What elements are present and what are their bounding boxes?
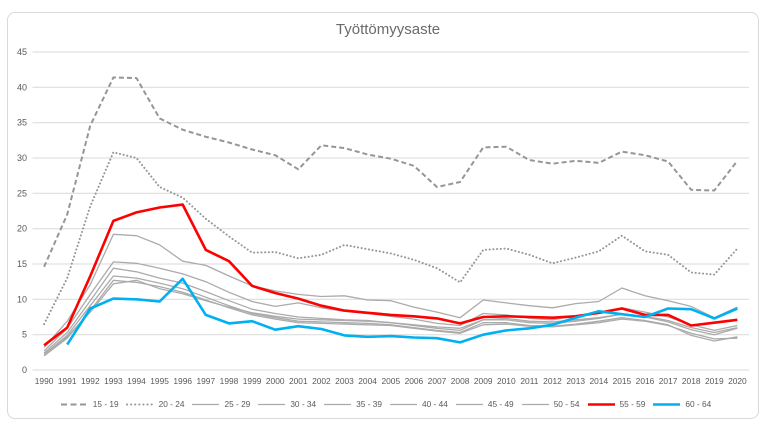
legend-label: 40 - 44 bbox=[422, 399, 448, 409]
y-axis-label-30: 30 bbox=[17, 153, 27, 163]
legend-item-20-24[interactable]: 20 - 24 bbox=[125, 399, 185, 409]
y-axis-label-5: 5 bbox=[22, 330, 27, 340]
series-line-40-44[interactable] bbox=[43, 275, 738, 356]
legend-label: 60 - 64 bbox=[685, 399, 712, 409]
x-axis-label-1997: 1997 bbox=[196, 376, 215, 386]
x-axis-label-1996: 1996 bbox=[173, 376, 192, 386]
x-axis-label-2006: 2006 bbox=[405, 376, 424, 386]
legend-marker-solid-line bbox=[324, 403, 352, 405]
legend-item-45-49[interactable]: 45 - 49 bbox=[455, 399, 514, 409]
legend-label: 15 - 19 bbox=[92, 399, 119, 409]
x-axis-label-2012: 2012 bbox=[543, 376, 562, 386]
legend-item-30-34[interactable]: 30 - 34 bbox=[257, 399, 316, 409]
series-line-15-19[interactable] bbox=[43, 76, 739, 268]
legend-label: 45 - 49 bbox=[487, 399, 514, 409]
series-lines bbox=[43, 76, 739, 357]
x-axis-label-2000: 2000 bbox=[266, 376, 285, 386]
legend-item-15-19[interactable]: 15 - 19 bbox=[60, 399, 119, 409]
legend-label: 25 - 29 bbox=[224, 399, 251, 409]
x-axis-label-2002: 2002 bbox=[312, 376, 331, 386]
y-axis-label-25: 25 bbox=[17, 188, 27, 198]
legend-item-40-44[interactable]: 40 - 44 bbox=[389, 399, 448, 409]
legend-marker-solid-line bbox=[258, 403, 286, 405]
series-line-45-49[interactable] bbox=[43, 279, 738, 357]
legend-marker-dashed-line bbox=[60, 403, 88, 405]
x-axis-label-1994: 1994 bbox=[127, 376, 146, 386]
x-axis-label-2013: 2013 bbox=[566, 376, 585, 386]
legend-marker-solid-line bbox=[192, 403, 220, 405]
x-axis-label-1991: 1991 bbox=[58, 376, 77, 386]
x-axis-label-2008: 2008 bbox=[451, 376, 470, 386]
legend-marker-solid-line bbox=[390, 403, 417, 405]
y-axis-label-40: 40 bbox=[17, 82, 27, 92]
legend-marker-solid-line bbox=[521, 403, 549, 405]
legend-marker-solid-line bbox=[587, 402, 615, 406]
y-axis-label-15: 15 bbox=[17, 259, 27, 269]
x-axis-label-2003: 2003 bbox=[335, 376, 354, 386]
series-line-25-29[interactable] bbox=[43, 233, 738, 348]
x-axis-label-2019: 2019 bbox=[705, 376, 724, 386]
x-axis-label-2011: 2011 bbox=[520, 376, 538, 386]
x-axis-label-1990: 1990 bbox=[35, 376, 54, 386]
legend-label: 20 - 24 bbox=[158, 399, 185, 409]
legend-item-25-29[interactable]: 25 - 29 bbox=[191, 399, 250, 409]
series-line-55-59[interactable] bbox=[43, 203, 738, 347]
x-axis-label-2007: 2007 bbox=[428, 376, 447, 386]
x-axis-label-1998: 1998 bbox=[220, 376, 239, 386]
series-line-20-24[interactable] bbox=[43, 151, 739, 326]
legend-item-50-54[interactable]: 50 - 54 bbox=[521, 399, 580, 409]
x-axis-label-2009: 2009 bbox=[474, 376, 493, 386]
y-axis-label-20: 20 bbox=[17, 224, 27, 234]
series-line-60-64[interactable] bbox=[66, 277, 738, 346]
gridlines bbox=[32, 51, 749, 371]
x-axis-label-2020: 2020 bbox=[728, 376, 747, 386]
y-axis-label-0: 0 bbox=[22, 365, 27, 375]
chart-frame bbox=[7, 12, 759, 419]
x-axis-label-1993: 1993 bbox=[104, 376, 123, 386]
y-axis-label-10: 10 bbox=[17, 294, 27, 304]
x-axis-label-2018: 2018 bbox=[682, 376, 701, 386]
legend-marker-solid-line bbox=[653, 402, 681, 406]
chart-legend: 15 - 19 20 - 24 25 - 29 30 - 34 35 - 39 40 - … bbox=[0, 397, 771, 411]
x-axis-label-2016: 2016 bbox=[636, 376, 655, 386]
x-axis-label-2005: 2005 bbox=[381, 376, 400, 386]
legend-label: 35 - 39 bbox=[356, 399, 382, 409]
y-axis-label-45: 45 bbox=[17, 47, 27, 57]
y-axis-label-35: 35 bbox=[17, 118, 27, 128]
legend-item-55-59[interactable]: 55 - 59 bbox=[587, 399, 646, 409]
x-axis-label-2015: 2015 bbox=[613, 376, 632, 386]
x-axis-label-2014: 2014 bbox=[589, 376, 608, 386]
legend-item-60-64[interactable]: 60 - 64 bbox=[652, 399, 711, 409]
legend-label: 55 - 59 bbox=[619, 399, 646, 409]
legend-marker-solid-line bbox=[455, 403, 483, 405]
legend-item-35-39[interactable]: 35 - 39 bbox=[323, 399, 382, 409]
x-axis-labels: 1990 1991 1992 1993 1994 1995 1996 1997 1998 1999… bbox=[35, 376, 747, 386]
x-axis-label-2010: 2010 bbox=[497, 376, 516, 386]
x-axis-label-2004: 2004 bbox=[358, 376, 377, 386]
legend-label: 30 - 34 bbox=[290, 399, 317, 409]
x-axis-label-1999: 1999 bbox=[243, 376, 262, 386]
x-axis-label-1992: 1992 bbox=[81, 376, 100, 386]
x-axis-label-2001: 2001 bbox=[289, 376, 308, 386]
legend-marker-dotted-line bbox=[125, 403, 155, 405]
x-axis-label-2017: 2017 bbox=[659, 376, 678, 386]
y-axis-labels: 0 5 10 15 20 25 30 35 40 45 bbox=[17, 47, 27, 375]
chart-title[interactable]: Työttömyysaste bbox=[336, 21, 440, 38]
x-axis-label-1995: 1995 bbox=[150, 376, 169, 386]
legend-label: 50 - 54 bbox=[553, 399, 580, 409]
